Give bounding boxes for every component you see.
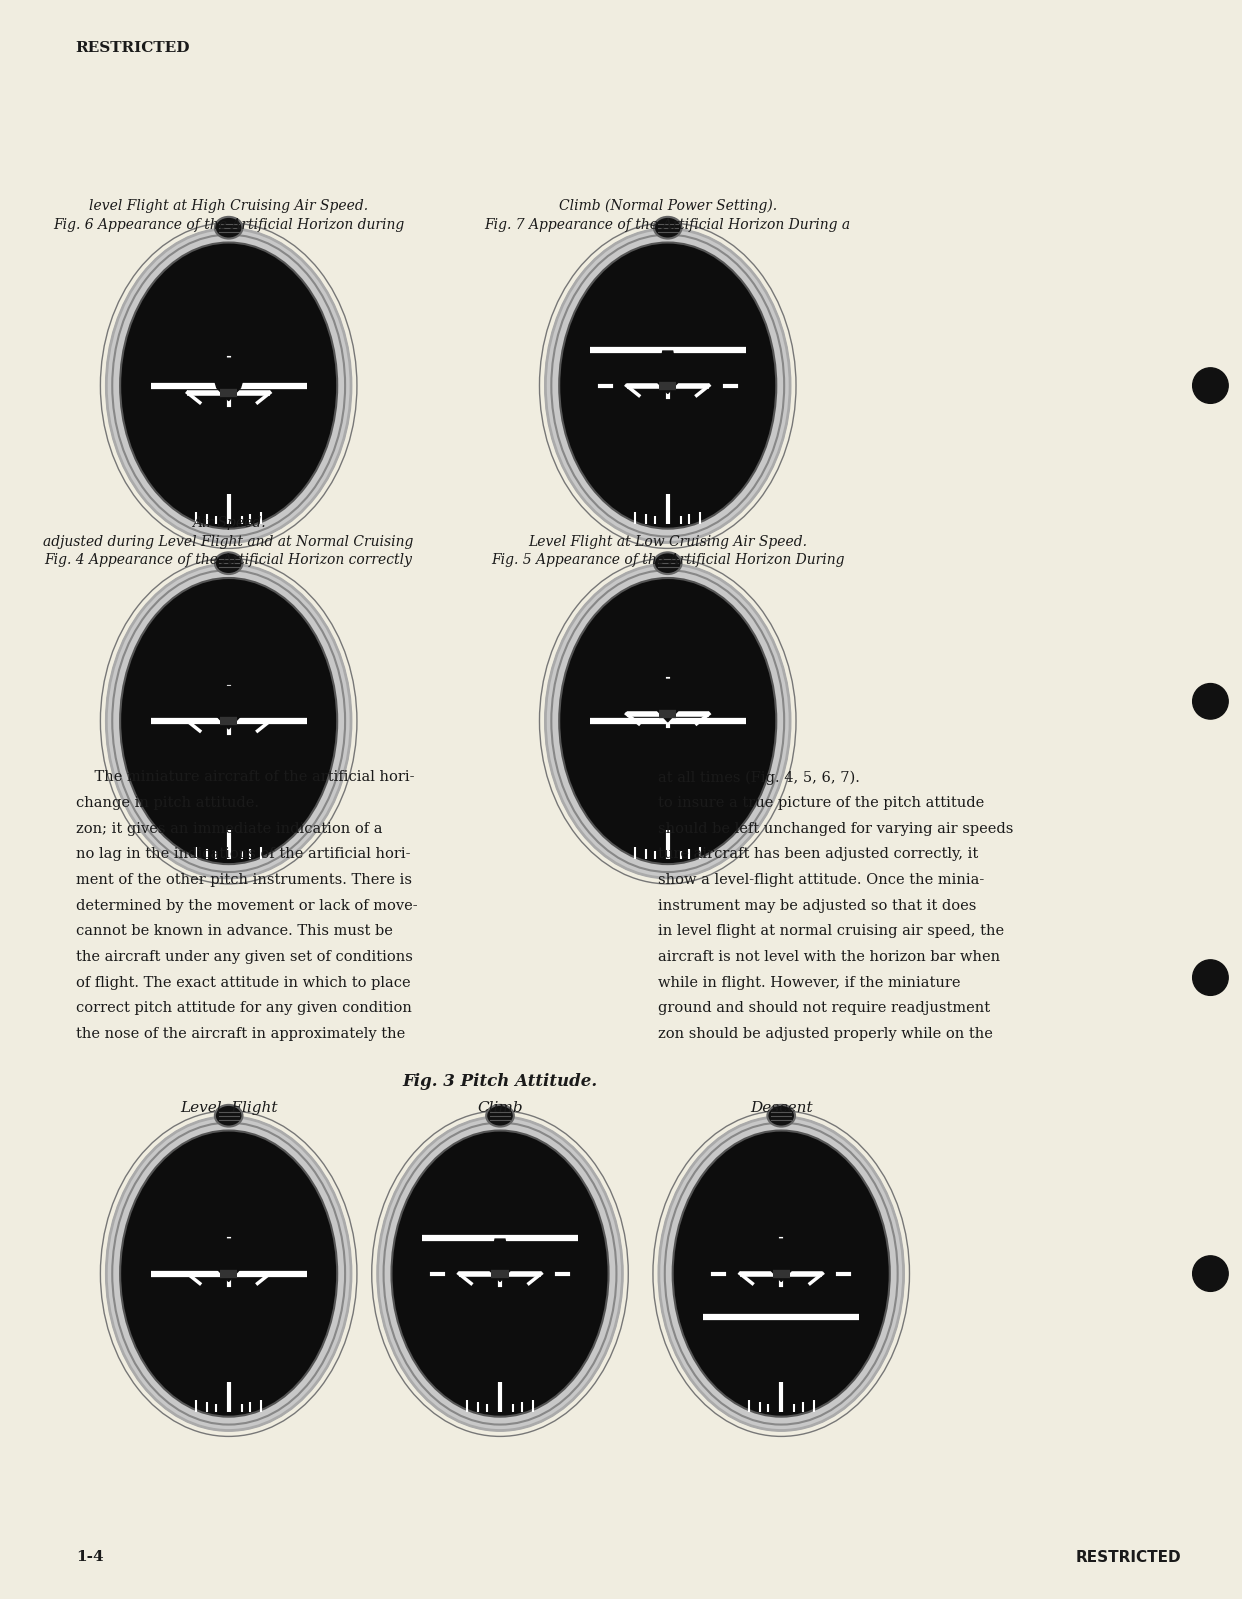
Text: RESTRICTED: RESTRICTED (76, 42, 190, 54)
Text: while in flight. However, if the miniature: while in flight. However, if the miniatu… (658, 975, 960, 990)
Ellipse shape (378, 1116, 622, 1431)
Ellipse shape (559, 577, 776, 863)
Ellipse shape (768, 1105, 795, 1127)
Polygon shape (214, 1239, 243, 1281)
Ellipse shape (120, 577, 338, 863)
Ellipse shape (215, 217, 242, 238)
Ellipse shape (107, 564, 351, 878)
Text: cannot be known in advance. This must be: cannot be known in advance. This must be (76, 924, 392, 939)
Ellipse shape (107, 1116, 351, 1431)
Ellipse shape (545, 229, 790, 542)
Text: change in pitch attitude.: change in pitch attitude. (76, 796, 258, 811)
Text: Fig. 5 Appearance of the Artificial Horizon During: Fig. 5 Appearance of the Artificial Hori… (491, 553, 845, 568)
Text: should be left unchanged for varying air speeds: should be left unchanged for varying air… (658, 822, 1013, 836)
Text: Fig. 7 Appearance of the Artificial Horizon During a: Fig. 7 Appearance of the Artificial Hori… (484, 217, 851, 232)
Text: the aircraft under any given set of conditions: the aircraft under any given set of cond… (76, 950, 412, 964)
Text: Descent: Descent (750, 1102, 812, 1115)
Circle shape (1192, 959, 1228, 995)
Text: in level flight at normal cruising air speed, the: in level flight at normal cruising air s… (658, 924, 1004, 939)
Text: the nose of the aircraft in approximately the: the nose of the aircraft in approximatel… (76, 1027, 405, 1041)
Text: zon should be adjusted properly while on the: zon should be adjusted properly while on… (658, 1027, 992, 1041)
Text: Air Speed.: Air Speed. (191, 516, 266, 529)
Text: at all times (Fig. 4, 5, 6, 7).: at all times (Fig. 4, 5, 6, 7). (658, 771, 859, 785)
Ellipse shape (658, 1116, 904, 1431)
Polygon shape (766, 1239, 796, 1281)
Ellipse shape (120, 243, 338, 529)
Ellipse shape (655, 217, 682, 238)
Ellipse shape (391, 1130, 609, 1417)
Polygon shape (653, 680, 683, 721)
Text: Climb (Normal Power Setting).: Climb (Normal Power Setting). (559, 200, 776, 214)
Ellipse shape (120, 1130, 338, 1417)
Text: 1-4: 1-4 (76, 1549, 103, 1564)
Text: Fig. 4 Appearance of the Artificial Horizon correctly: Fig. 4 Appearance of the Artificial Hori… (45, 553, 412, 568)
Text: Climb: Climb (477, 1102, 523, 1115)
Text: ground and should not require readjustment: ground and should not require readjustme… (658, 1001, 990, 1015)
Polygon shape (214, 686, 243, 729)
Ellipse shape (215, 1105, 242, 1127)
Ellipse shape (559, 577, 776, 863)
Ellipse shape (120, 243, 338, 529)
Text: Fig. 3 Pitch Attitude.: Fig. 3 Pitch Attitude. (402, 1073, 597, 1091)
Circle shape (1192, 368, 1228, 403)
Circle shape (1192, 683, 1228, 720)
Ellipse shape (673, 1130, 889, 1417)
Ellipse shape (655, 552, 682, 574)
Text: Level Flight at Low Cruising Air Speed.: Level Flight at Low Cruising Air Speed. (528, 534, 807, 548)
Text: zon; it gives an immediate indication of a: zon; it gives an immediate indication of… (76, 822, 383, 836)
Text: ture aircraft has been adjusted correctly, it: ture aircraft has been adjusted correctl… (658, 847, 979, 862)
Text: Level  Flight: Level Flight (180, 1102, 277, 1115)
Polygon shape (653, 352, 683, 393)
Ellipse shape (120, 577, 338, 863)
Text: no lag in the indications of the artificial hori-: no lag in the indications of the artific… (76, 847, 410, 862)
Ellipse shape (486, 1105, 514, 1127)
Ellipse shape (673, 1130, 889, 1417)
Ellipse shape (559, 243, 776, 529)
Polygon shape (486, 1239, 515, 1281)
Text: of flight. The exact attitude in which to place: of flight. The exact attitude in which t… (76, 975, 410, 990)
Circle shape (1192, 1255, 1228, 1292)
Polygon shape (214, 358, 243, 401)
Text: level Flight at High Cruising Air Speed.: level Flight at High Cruising Air Speed. (89, 200, 368, 213)
Text: instrument may be adjusted so that it does: instrument may be adjusted so that it do… (658, 899, 976, 913)
Ellipse shape (559, 243, 776, 529)
Ellipse shape (391, 1130, 609, 1417)
Ellipse shape (215, 552, 242, 574)
Text: determined by the movement or lack of move-: determined by the movement or lack of mo… (76, 899, 417, 913)
Ellipse shape (120, 1130, 338, 1417)
Ellipse shape (107, 229, 351, 542)
Text: aircraft is not level with the horizon bar when: aircraft is not level with the horizon b… (658, 950, 1000, 964)
Text: ment of the other pitch instruments. There is: ment of the other pitch instruments. The… (76, 873, 412, 887)
Text: RESTRICTED: RESTRICTED (1076, 1549, 1181, 1565)
Text: Fig. 6 Appearance of the Artificial Horizon during: Fig. 6 Appearance of the Artificial Hori… (53, 217, 405, 232)
Text: show a level-flight attitude. Once the minia-: show a level-flight attitude. Once the m… (658, 873, 984, 887)
Text: The miniature aircraft of the artificial hori-: The miniature aircraft of the artificial… (76, 771, 415, 785)
Text: correct pitch attitude for any given condition: correct pitch attitude for any given con… (76, 1001, 411, 1015)
Ellipse shape (545, 564, 790, 878)
Text: to insure a true picture of the pitch attitude: to insure a true picture of the pitch at… (658, 796, 984, 811)
Text: adjusted during Level Flight and at Normal Cruising: adjusted during Level Flight and at Norm… (43, 534, 414, 548)
